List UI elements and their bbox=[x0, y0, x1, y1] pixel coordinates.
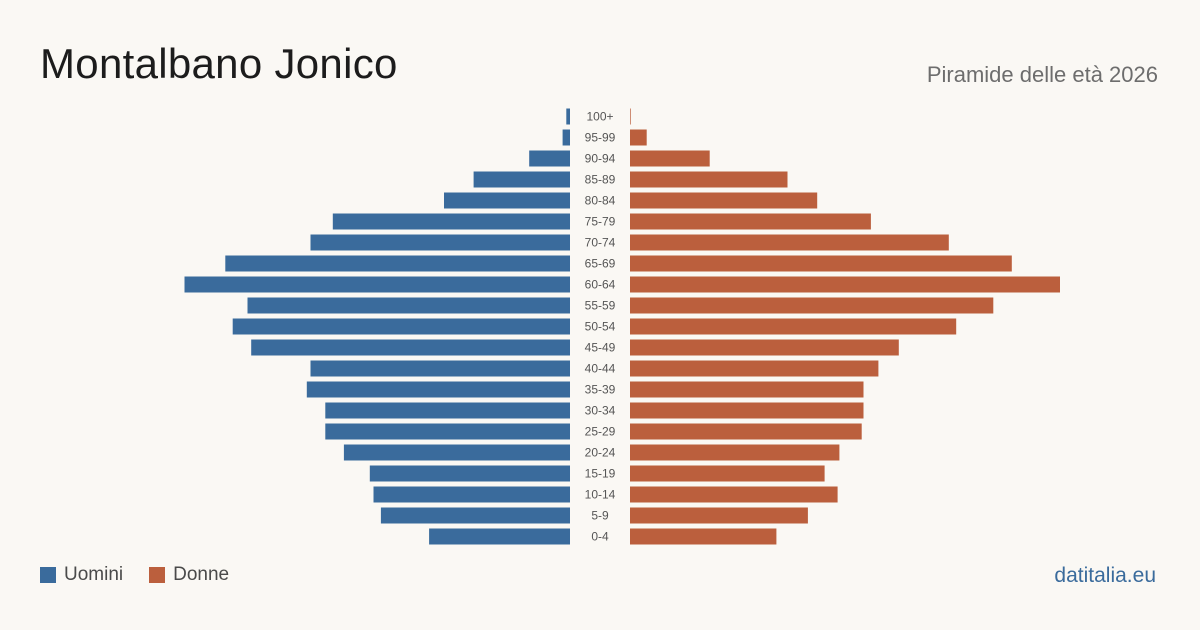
bar-men-0-4 bbox=[429, 528, 570, 545]
bar-men-30-34 bbox=[325, 402, 570, 419]
bar-men-85-89 bbox=[473, 171, 570, 188]
chart-subtitle: Piramide delle età 2026 bbox=[926, 62, 1158, 87]
bar-women-85-89 bbox=[630, 171, 788, 188]
age-label-15-19: 15-19 bbox=[585, 467, 616, 481]
bar-men-40-44 bbox=[310, 360, 570, 377]
age-label-45-49: 45-49 bbox=[585, 341, 616, 355]
bar-women-50-54 bbox=[630, 318, 957, 335]
legend-item-men: Uomini bbox=[40, 564, 123, 586]
age-label-0-4: 0-4 bbox=[591, 530, 609, 544]
bar-women-0-4 bbox=[630, 528, 777, 545]
bar-men-100plus bbox=[566, 108, 570, 125]
bar-men-55-59 bbox=[247, 297, 570, 314]
age-label-10-14: 10-14 bbox=[585, 488, 616, 502]
bar-women-10-14 bbox=[630, 486, 838, 503]
age-label-50-54: 50-54 bbox=[585, 320, 616, 334]
bar-women-90-94 bbox=[630, 150, 710, 167]
bar-men-70-74 bbox=[310, 234, 570, 251]
bar-men-60-64 bbox=[184, 276, 570, 293]
bar-women-25-29 bbox=[630, 423, 862, 440]
bar-women-55-59 bbox=[630, 297, 994, 314]
legend-label-women: Donne bbox=[173, 564, 230, 585]
age-label-55-59: 55-59 bbox=[585, 299, 616, 313]
bar-women-100plus bbox=[630, 108, 631, 125]
age-labels-group: 100+ 95-99 90-94 85-89 80-84 75-79 70-74 65-69 6… bbox=[585, 110, 616, 544]
age-label-30-34: 30-34 bbox=[585, 404, 616, 418]
age-label-60-64: 60-64 bbox=[585, 278, 616, 292]
bar-women-45-49 bbox=[630, 339, 899, 356]
men-bars-group bbox=[184, 108, 571, 545]
bar-men-15-19 bbox=[369, 465, 570, 482]
brand-link[interactable]: datitalia.eu bbox=[1054, 564, 1156, 587]
legend: Uomini Donne bbox=[40, 564, 255, 586]
bar-men-95-99 bbox=[562, 129, 570, 146]
legend-swatch-women bbox=[149, 567, 166, 583]
bar-men-75-79 bbox=[332, 213, 570, 230]
women-bars-group bbox=[630, 108, 1060, 545]
bar-men-45-49 bbox=[251, 339, 570, 356]
age-label-100plus: 100+ bbox=[586, 110, 613, 124]
bar-women-80-84 bbox=[630, 192, 818, 209]
bar-women-20-24 bbox=[630, 444, 840, 461]
bar-women-75-79 bbox=[630, 213, 871, 230]
bar-men-80-84 bbox=[444, 192, 570, 209]
bar-women-35-39 bbox=[630, 381, 864, 398]
bar-men-50-54 bbox=[232, 318, 570, 335]
age-label-70-74: 70-74 bbox=[585, 236, 616, 250]
bar-men-35-39 bbox=[306, 381, 570, 398]
legend-item-women: Donne bbox=[149, 564, 229, 586]
bar-women-60-64 bbox=[630, 276, 1060, 293]
bar-men-10-14 bbox=[373, 486, 570, 503]
age-label-5-9: 5-9 bbox=[591, 509, 609, 523]
age-label-20-24: 20-24 bbox=[585, 446, 616, 460]
age-label-80-84: 80-84 bbox=[585, 194, 616, 208]
age-label-25-29: 25-29 bbox=[585, 425, 616, 439]
age-label-35-39: 35-39 bbox=[585, 383, 616, 397]
chart-title: Montalbano Jonico bbox=[40, 40, 398, 87]
bar-women-15-19 bbox=[630, 465, 825, 482]
age-label-65-69: 65-69 bbox=[585, 257, 616, 271]
age-label-90-94: 90-94 bbox=[585, 152, 616, 166]
bar-women-95-99 bbox=[630, 129, 647, 146]
legend-swatch-men bbox=[40, 567, 56, 583]
bar-men-65-69 bbox=[225, 255, 571, 272]
age-label-85-89: 85-89 bbox=[585, 173, 616, 187]
age-label-75-79: 75-79 bbox=[585, 215, 616, 229]
bar-women-65-69 bbox=[630, 255, 1012, 272]
bar-women-5-9 bbox=[630, 507, 808, 524]
bar-men-20-24 bbox=[343, 444, 570, 461]
age-label-40-44: 40-44 bbox=[585, 362, 616, 376]
legend-label-men: Uomini bbox=[64, 564, 124, 585]
bar-women-30-34 bbox=[630, 402, 864, 419]
bar-women-70-74 bbox=[630, 234, 949, 251]
bar-men-90-94 bbox=[529, 150, 570, 167]
bar-women-40-44 bbox=[630, 360, 879, 377]
bar-men-5-9 bbox=[380, 507, 570, 524]
bar-men-25-29 bbox=[325, 423, 570, 440]
age-label-95-99: 95-99 bbox=[585, 131, 616, 145]
